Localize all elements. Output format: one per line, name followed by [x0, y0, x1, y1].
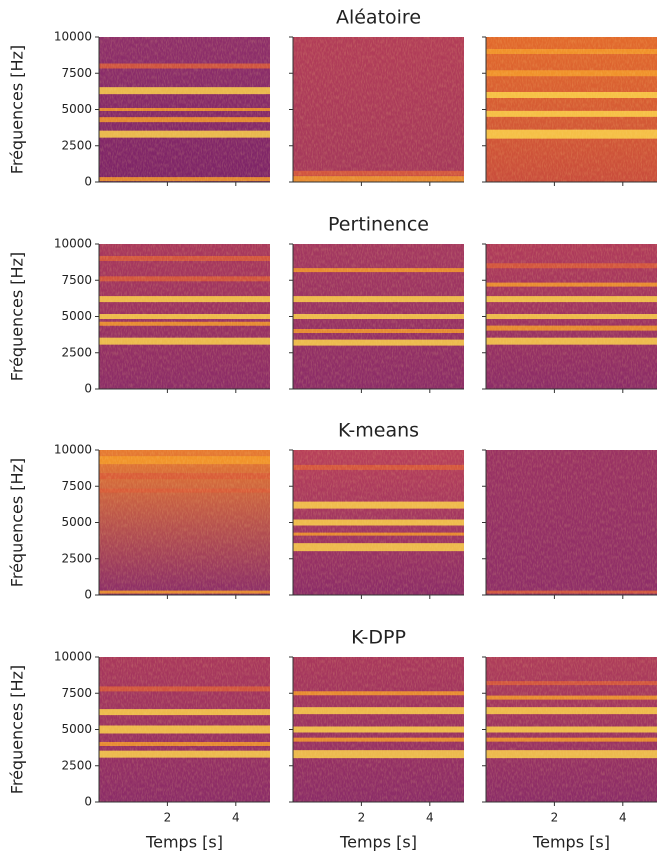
spectrogram — [293, 244, 464, 389]
x-axis-label: Temps [s] — [145, 833, 223, 852]
y-tick-label: 0 — [84, 175, 92, 189]
y-tick-label: 5000 — [61, 102, 92, 116]
spectrogram-noise — [99, 37, 270, 182]
spectrogram — [293, 657, 464, 802]
y-tick-label: 5000 — [61, 722, 92, 736]
y-axis-label: Fréquences [Hz] — [8, 458, 27, 587]
spectrogram-noise — [99, 450, 270, 595]
y-tick-label: 7500 — [61, 686, 92, 700]
y-tick-label: 5000 — [61, 309, 92, 323]
spectrogram-noise — [99, 244, 270, 389]
spectrogram-noise — [486, 37, 657, 182]
spectrogram-noise — [486, 244, 657, 389]
spectrogram — [99, 450, 270, 595]
panel-title: K-means — [338, 420, 419, 442]
spectrogram — [99, 37, 270, 182]
y-tick-label: 7500 — [61, 273, 92, 287]
spectrogram — [99, 657, 270, 802]
x-tick-label: 4 — [232, 811, 240, 825]
y-tick-label: 0 — [84, 795, 92, 809]
spectrogram — [486, 657, 657, 802]
spectrogram — [293, 450, 464, 595]
spectrogram — [293, 37, 464, 183]
panel-title: Aléatoire — [336, 7, 421, 29]
panel-title: K-DPP — [351, 627, 406, 649]
y-tick-label: 2500 — [61, 551, 92, 565]
spectrogram-noise — [293, 37, 464, 182]
x-axis-label: Temps [s] — [532, 833, 610, 852]
x-tick-label: 2 — [358, 811, 366, 825]
spectrogram-noise — [486, 450, 657, 595]
y-tick-label: 2500 — [61, 138, 92, 152]
x-tick-label: 4 — [426, 811, 434, 825]
spectrogram — [486, 37, 657, 182]
y-tick-label: 10000 — [54, 650, 92, 664]
spectrogram — [99, 244, 270, 389]
x-tick-label: 2 — [551, 811, 559, 825]
y-tick-label: 5000 — [61, 515, 92, 529]
y-tick-label: 10000 — [54, 443, 92, 457]
y-axis-label: Fréquences [Hz] — [8, 665, 27, 794]
y-tick-label: 2500 — [61, 758, 92, 772]
y-axis-label: Fréquences [Hz] — [8, 252, 27, 381]
y-tick-label: 2500 — [61, 345, 92, 359]
spectrogram — [486, 244, 657, 389]
spectrogram — [486, 450, 657, 595]
y-tick-label: 7500 — [61, 66, 92, 80]
panel-title: Pertinence — [328, 214, 429, 236]
x-axis-label: Temps [s] — [339, 833, 417, 852]
y-tick-label: 0 — [84, 588, 92, 602]
y-tick-label: 7500 — [61, 479, 92, 493]
spectrogram-noise — [293, 450, 464, 595]
spectrogram-noise — [293, 244, 464, 389]
y-axis-label: Fréquences [Hz] — [8, 45, 27, 174]
spectrogram-noise — [486, 657, 657, 802]
spectrogram-noise — [293, 657, 464, 802]
x-tick-label: 2 — [164, 811, 172, 825]
y-tick-label: 0 — [84, 382, 92, 396]
y-tick-label: 10000 — [54, 237, 92, 251]
spectrogram-noise — [99, 657, 270, 802]
y-tick-label: 10000 — [54, 30, 92, 44]
x-tick-label: 4 — [619, 811, 627, 825]
